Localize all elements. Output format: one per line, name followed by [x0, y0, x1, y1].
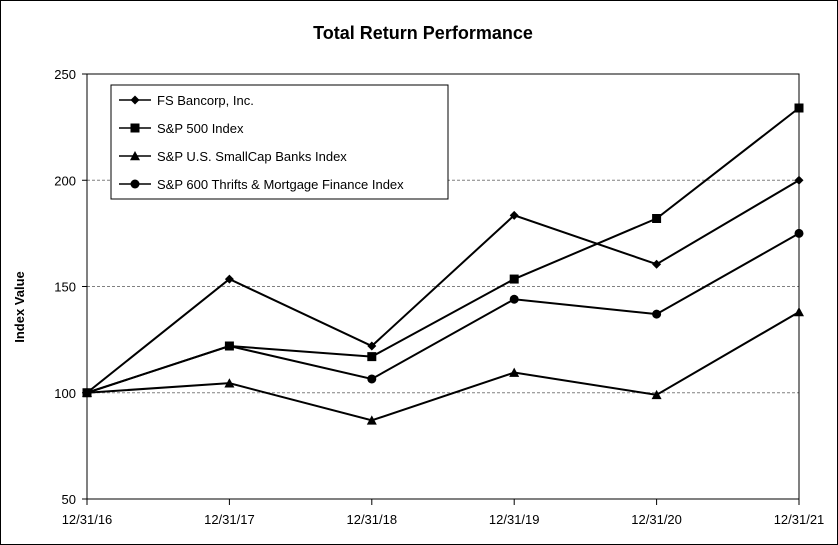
data-point	[509, 274, 519, 284]
legend: FS Bancorp, Inc. S&P 500 Index S&P U.S. Sm…	[110, 84, 449, 200]
x-tick-label: 12/31/21	[774, 512, 825, 527]
data-point	[366, 415, 377, 425]
data-point	[794, 307, 804, 317]
legend-item: S&P U.S. SmallCap Banks Index	[119, 149, 347, 164]
x-tick-label: 12/31/19	[489, 512, 540, 527]
data-point	[509, 367, 520, 377]
legend-box	[110, 84, 449, 200]
legend-marker	[130, 151, 140, 161]
data-point	[82, 388, 92, 398]
y-tick-label: 100	[54, 386, 76, 401]
y-tick-label: 50	[62, 492, 76, 507]
y-tick-label: 150	[54, 280, 76, 295]
series-circle	[82, 228, 804, 398]
data-point	[224, 378, 235, 388]
x-tick-label: 12/31/16	[62, 512, 113, 527]
x-tick-label: 12/31/18	[346, 512, 397, 527]
axes: 50 100 150 200 250 12/31/16 12/31/17 12/31/18 12…	[54, 67, 824, 527]
series-triangle	[82, 307, 804, 425]
data-point	[367, 341, 377, 351]
legend-item: S&P 500 Index	[119, 121, 244, 136]
legend-label: S&P 600 Thrifts & Mortgage Finance Index	[157, 177, 404, 192]
data-point	[224, 341, 234, 351]
chart-title: Total Return Performance	[313, 23, 533, 43]
y-tick-label: 200	[54, 173, 76, 188]
legend-label: S&P 500 Index	[157, 121, 244, 136]
series-group	[82, 103, 804, 425]
series-line	[86, 311, 800, 422]
series-line	[86, 179, 800, 394]
y-axis-label: Index Value	[12, 271, 27, 343]
data-point	[794, 103, 804, 113]
data-point	[652, 214, 662, 223]
legend-item: S&P 600 Thrifts & Mortgage Finance Index	[119, 177, 404, 192]
data-point	[652, 259, 662, 269]
data-point	[652, 309, 662, 319]
x-tick-label: 12/31/20	[631, 512, 682, 527]
data-point	[651, 389, 662, 400]
data-point	[367, 374, 377, 384]
data-point	[224, 274, 234, 284]
x-tick-label: 12/31/17	[204, 512, 255, 527]
data-point	[509, 294, 519, 304]
data-point	[367, 352, 377, 362]
data-point	[794, 228, 804, 238]
legend-marker	[130, 95, 140, 105]
legend-label: S&P U.S. SmallCap Banks Index	[157, 149, 347, 164]
data-point	[794, 175, 804, 185]
legend-label: FS Bancorp, Inc.	[157, 93, 254, 108]
legend-item: FS Bancorp, Inc.	[119, 93, 254, 108]
y-tick-label: 250	[54, 67, 76, 82]
data-point	[509, 210, 519, 220]
legend-marker	[130, 123, 140, 133]
series-line	[86, 232, 800, 394]
grid-lines	[87, 179, 799, 394]
legend-marker	[130, 179, 140, 189]
